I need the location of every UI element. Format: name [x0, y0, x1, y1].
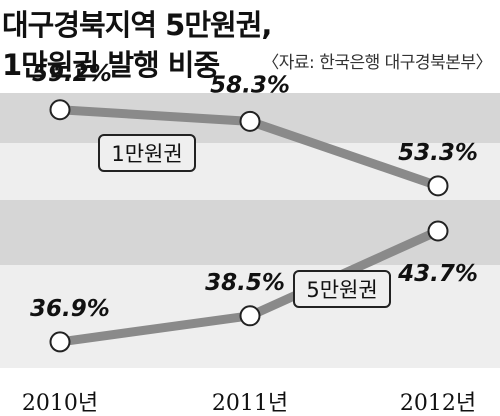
background-band-3 [0, 200, 500, 265]
data-point-s2-1 [49, 331, 71, 353]
data-label-s1-3: 53.3% [398, 140, 478, 166]
source-note: 〈자료: 한국은행 대구경북본부〉 [262, 53, 492, 73]
data-point-s1-1 [49, 99, 71, 121]
x-tick-label-1: 2010년 [22, 391, 98, 416]
background-band-2 [0, 143, 500, 200]
data-label-s2-3: 43.7% [397, 261, 478, 287]
data-point-s1-2 [239, 110, 261, 132]
series-box-1 [98, 134, 196, 172]
data-point-s2-2 [239, 305, 261, 327]
data-point-s2-3 [427, 220, 449, 242]
data-label-s1-1: 59.2% [32, 61, 112, 87]
data-label-s1-2: 58.3% [210, 72, 290, 98]
series-name-1: 1만원권 [111, 142, 182, 166]
data-point-s1-3 [427, 175, 449, 197]
chart-title-line-1: 대구경북지역 5만원권, [2, 8, 272, 42]
series-name-2: 5만원권 [306, 278, 377, 302]
x-tick-label-3: 2012년 [400, 391, 476, 416]
series-box-2 [293, 270, 391, 308]
data-label-s2-1: 36.9% [30, 296, 110, 322]
x-tick-label-2: 2011년 [212, 391, 288, 416]
chart-title-line-2: 1만원권 발행 비중 [2, 48, 220, 82]
data-label-s2-2: 38.5% [205, 270, 285, 296]
